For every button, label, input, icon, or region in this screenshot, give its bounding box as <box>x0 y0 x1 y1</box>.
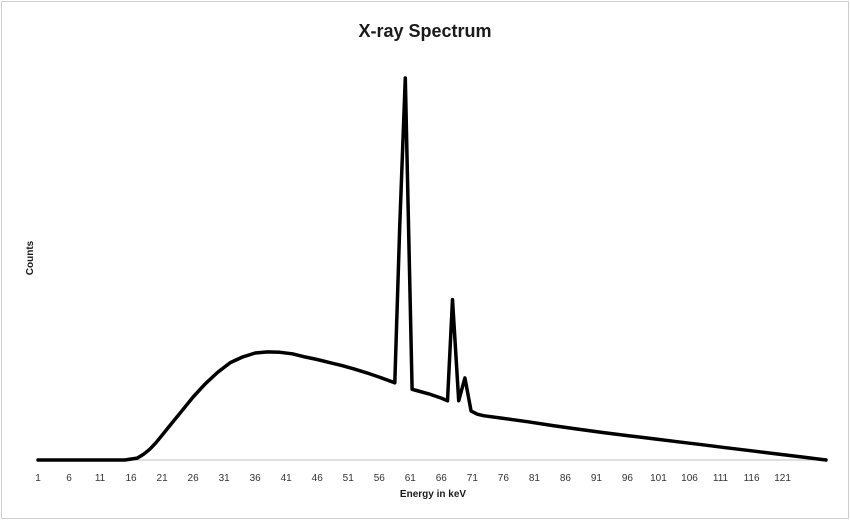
data-point <box>204 382 207 385</box>
x-tick-label: 76 <box>498 473 510 484</box>
data-point <box>341 364 344 367</box>
data-point <box>398 226 401 229</box>
x-tick-label: 1 <box>35 473 41 484</box>
data-point <box>502 417 505 420</box>
x-tick-label: 46 <box>312 473 324 484</box>
data-point <box>451 298 454 301</box>
data-point <box>136 457 139 460</box>
x-tick-label: 111 <box>713 473 729 484</box>
data-point <box>440 397 443 400</box>
data-points <box>37 77 828 462</box>
data-point <box>291 352 294 355</box>
data-point <box>415 389 418 392</box>
data-point <box>241 355 244 358</box>
x-tick-label: 86 <box>560 473 572 484</box>
data-point <box>676 440 679 443</box>
x-tick-label: 91 <box>591 473 603 484</box>
data-point <box>353 368 356 371</box>
data-point <box>37 459 40 462</box>
data-point <box>179 411 182 414</box>
data-point <box>775 452 778 455</box>
data-point <box>482 414 485 417</box>
data-point <box>148 448 151 451</box>
data-point <box>378 376 381 379</box>
data-point <box>279 351 282 354</box>
data-point <box>328 361 331 364</box>
data-point <box>601 431 604 434</box>
data-point <box>725 446 728 449</box>
data-point <box>303 355 306 358</box>
data-point <box>161 434 164 437</box>
x-tick-label: 41 <box>281 473 293 484</box>
data-point <box>393 381 396 384</box>
data-point <box>476 413 479 416</box>
data-point <box>404 77 407 80</box>
x-tick-label: 66 <box>436 473 448 484</box>
data-point <box>750 449 753 452</box>
data-point <box>457 399 460 402</box>
data-point <box>552 424 555 427</box>
x-tick-labels: 1 6 11 16 21 26 31 36 41 46 51 56 61 66 71 76 81 86 91 96 10… <box>35 473 791 484</box>
data-point <box>576 428 579 431</box>
data-point <box>626 434 629 437</box>
x-tick-label: 96 <box>622 473 634 484</box>
data-point <box>527 420 530 423</box>
x-tick-label: 71 <box>467 473 479 484</box>
data-point <box>463 376 466 379</box>
x-axis-label: Energy in keV <box>400 489 466 500</box>
x-tick-label: 21 <box>157 473 169 484</box>
x-tick-label: 16 <box>126 473 138 484</box>
data-point <box>216 371 219 374</box>
x-tick-label: 51 <box>343 473 355 484</box>
y-axis-label: Counts <box>25 240 36 275</box>
data-point <box>446 399 449 402</box>
x-tick-label: 31 <box>219 473 231 484</box>
data-point <box>167 426 170 429</box>
data-point <box>427 392 430 395</box>
x-tick-label: 106 <box>681 473 698 484</box>
x-tick-label: 61 <box>405 473 417 484</box>
x-tick-label: 6 <box>66 473 72 484</box>
data-point <box>411 388 414 391</box>
x-tick-label: 121 <box>774 473 791 484</box>
series-line <box>36 76 828 462</box>
data-point <box>142 453 145 456</box>
data-point <box>700 443 703 446</box>
x-tick-label: 56 <box>374 473 386 484</box>
data-point <box>651 437 654 440</box>
x-tick-label: 26 <box>188 473 200 484</box>
data-point <box>254 352 257 355</box>
data-point <box>266 350 269 353</box>
x-tick-label: 11 <box>95 473 106 484</box>
x-tick-label: 116 <box>744 473 760 484</box>
data-point <box>154 441 157 444</box>
data-point <box>192 396 195 399</box>
chart-title: X-ray Spectrum <box>358 21 491 41</box>
data-point <box>123 459 126 462</box>
x-tick-label: 101 <box>650 473 667 484</box>
x-tick-label: 36 <box>250 473 262 484</box>
data-point <box>825 459 828 462</box>
data-point <box>800 455 803 458</box>
data-point <box>316 358 319 361</box>
data-point <box>470 410 473 413</box>
data-point <box>229 361 232 364</box>
x-tick-label: 81 <box>529 473 541 484</box>
data-point <box>365 371 368 374</box>
